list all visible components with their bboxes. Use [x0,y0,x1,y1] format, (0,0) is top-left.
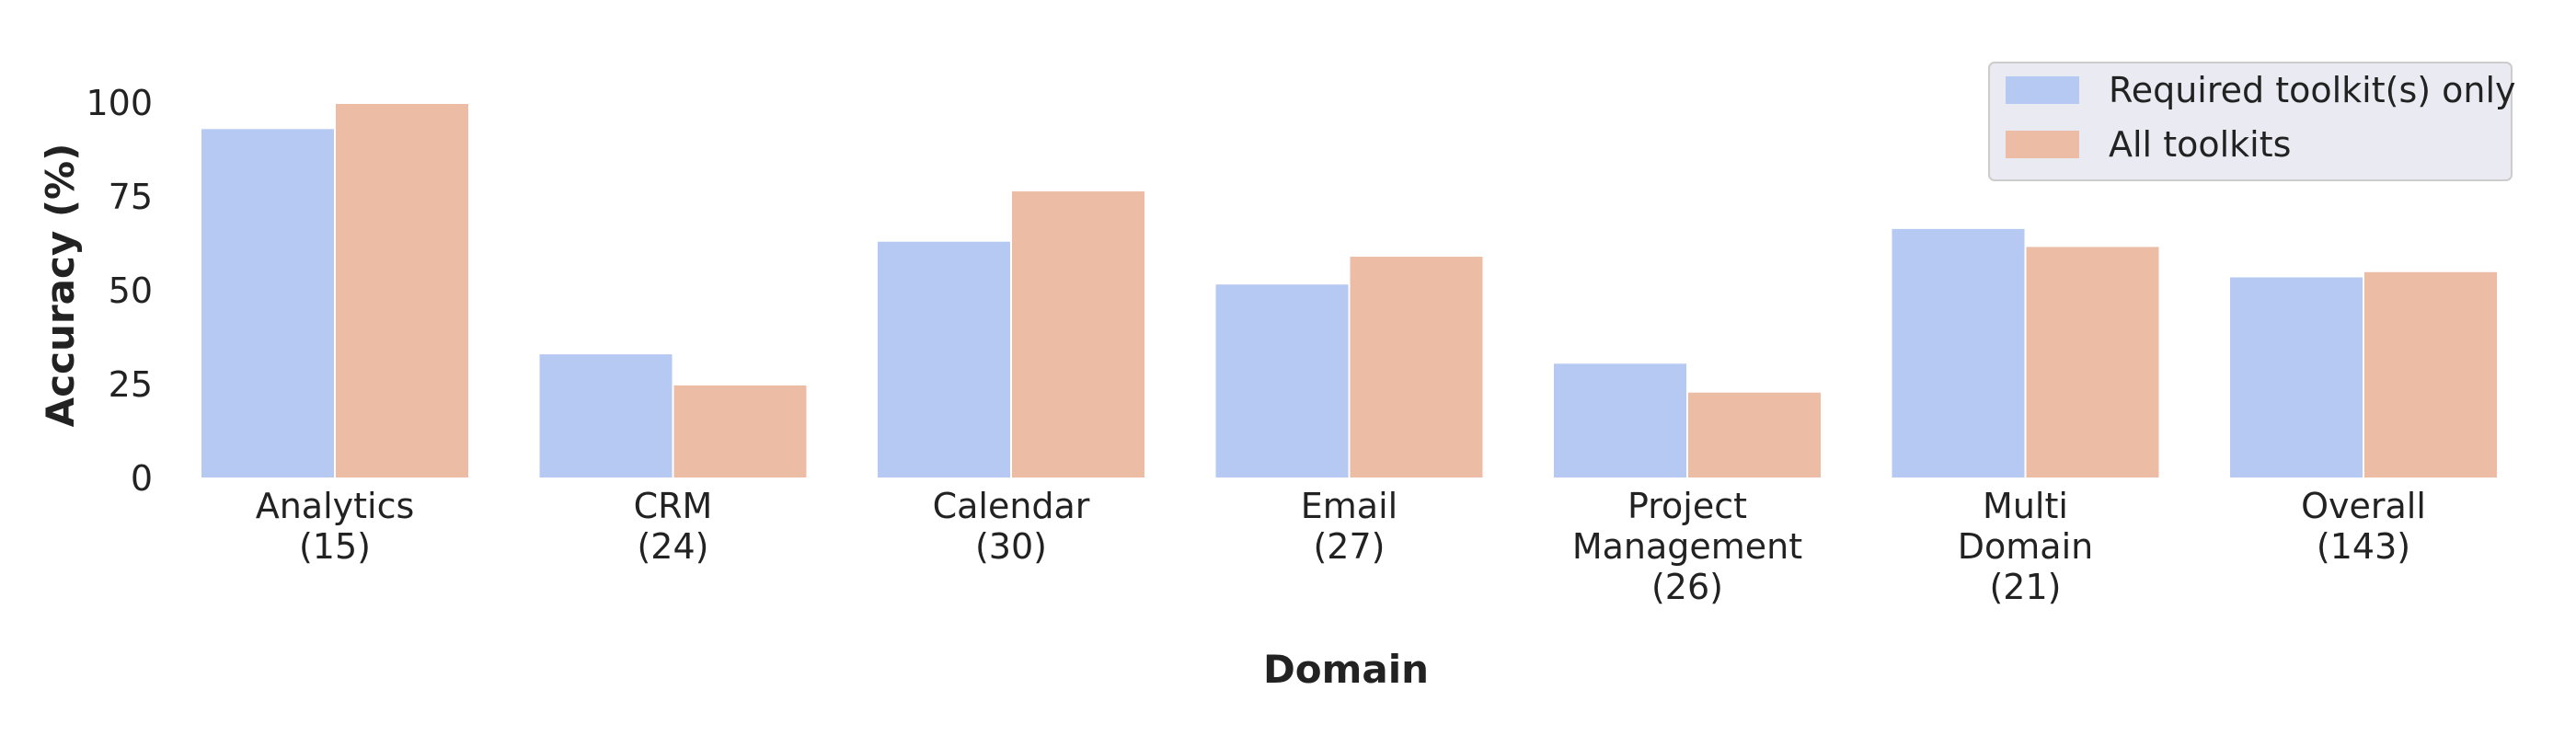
y-tick-label: 50 [109,270,153,311]
legend-swatch-required [2006,76,2079,104]
y-tick-label: 75 [109,177,153,217]
bar-required-5 [1890,226,2027,479]
bar-required-6 [2228,275,2364,479]
legend-label-all: All toolkits [2109,124,2291,165]
x-tick-label: Calendar (30) [933,486,1090,567]
x-tick-label: Multi Domain (21) [1958,486,2093,607]
y-tick-label: 0 [131,458,153,499]
bar-required-0 [200,127,336,479]
x-tick-label: Email (27) [1301,486,1397,567]
bar-required-2 [876,239,1012,479]
x-tick-label: CRM (24) [634,486,713,567]
legend-label-required: Required toolkit(s) only [2109,70,2516,110]
y-tick-label: 25 [109,364,153,405]
bar-all-0 [334,102,470,479]
y-axis-title: Accuracy (%) [38,144,83,428]
bar-all-4 [1686,390,1823,480]
y-axis-ticks: 0 25 50 75 100 [86,83,153,499]
x-axis-ticks: Analytics (15) CRM (24) Calendar (30) Email (27… [256,486,2426,607]
bars [200,102,2499,480]
bar-all-1 [672,384,809,479]
x-tick-label: Analytics (15) [256,486,415,567]
bar-all-3 [1348,255,1485,479]
bar-required-3 [1213,282,1351,479]
x-tick-label: Overall (143) [2301,486,2426,567]
y-tick-label: 100 [86,83,153,123]
bar-all-5 [2024,245,2161,479]
legend-swatch-all [2006,131,2079,158]
legend-box [1988,62,2513,181]
bar-required-1 [537,352,674,479]
legend: Required toolkit(s) only All toolkits [1988,62,2516,181]
bar-all-2 [1010,190,1146,479]
bar-all-6 [2363,270,2499,479]
x-axis-title: Domain [1263,647,1429,692]
x-tick-label: Project Management (26) [1572,486,1802,607]
bar-required-4 [1552,362,1688,479]
